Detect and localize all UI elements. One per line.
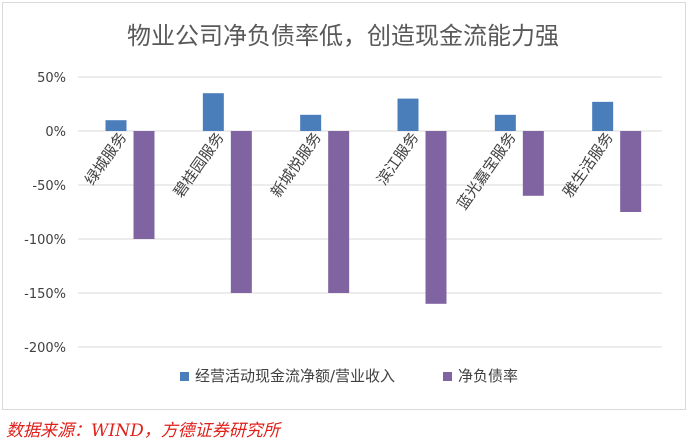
category-label: 雅生活服务	[559, 129, 617, 201]
bar-cashflow-ratio	[300, 114, 322, 131]
bar-net-debt-ratio	[522, 131, 544, 196]
category-label: 绿城服务	[81, 129, 130, 188]
y-tick-label: -150%	[24, 287, 66, 302]
bar-cashflow-ratio	[397, 98, 419, 131]
category-label: 碧桂园服务	[170, 129, 228, 201]
category-label: 滨江服务	[373, 129, 422, 188]
legend-swatch	[180, 372, 189, 381]
legend-swatch	[443, 372, 452, 381]
bar-net-debt-ratio	[230, 131, 252, 293]
bars	[105, 93, 642, 304]
y-tick-label: 0%	[45, 125, 66, 140]
bar-net-debt-ratio	[133, 131, 155, 239]
y-tick-label: -100%	[24, 233, 66, 248]
legend: 经营活动现金流净额/营业收入 净负债率	[180, 367, 518, 385]
category-label: 新城悦服务	[267, 129, 325, 201]
bar-net-debt-ratio	[328, 131, 350, 293]
bar-cashflow-ratio	[592, 101, 614, 131]
chart-title: 物业公司净负债率低，创造现金流能力强	[127, 22, 559, 50]
y-axis-ticks: 50% 0% -50% -100% -150% -200%	[24, 71, 66, 356]
y-tick-label: 50%	[37, 71, 66, 86]
gridlines	[78, 76, 662, 348]
category-label: 蓝光嘉宝服务	[453, 129, 519, 213]
bar-cashflow-ratio	[494, 114, 516, 131]
y-tick-label: -50%	[32, 179, 66, 194]
legend-label: 净负债率	[458, 367, 518, 385]
bar-net-debt-ratio	[620, 131, 642, 212]
legend-label: 经营活动现金流净额/营业收入	[195, 367, 395, 385]
source-note: 数据来源：WIND，方德证券研究所	[6, 421, 280, 441]
bar-cashflow-ratio	[105, 120, 127, 131]
bar-cashflow-ratio	[202, 93, 224, 131]
bar-net-debt-ratio	[425, 131, 447, 304]
y-tick-label: -200%	[24, 341, 66, 356]
